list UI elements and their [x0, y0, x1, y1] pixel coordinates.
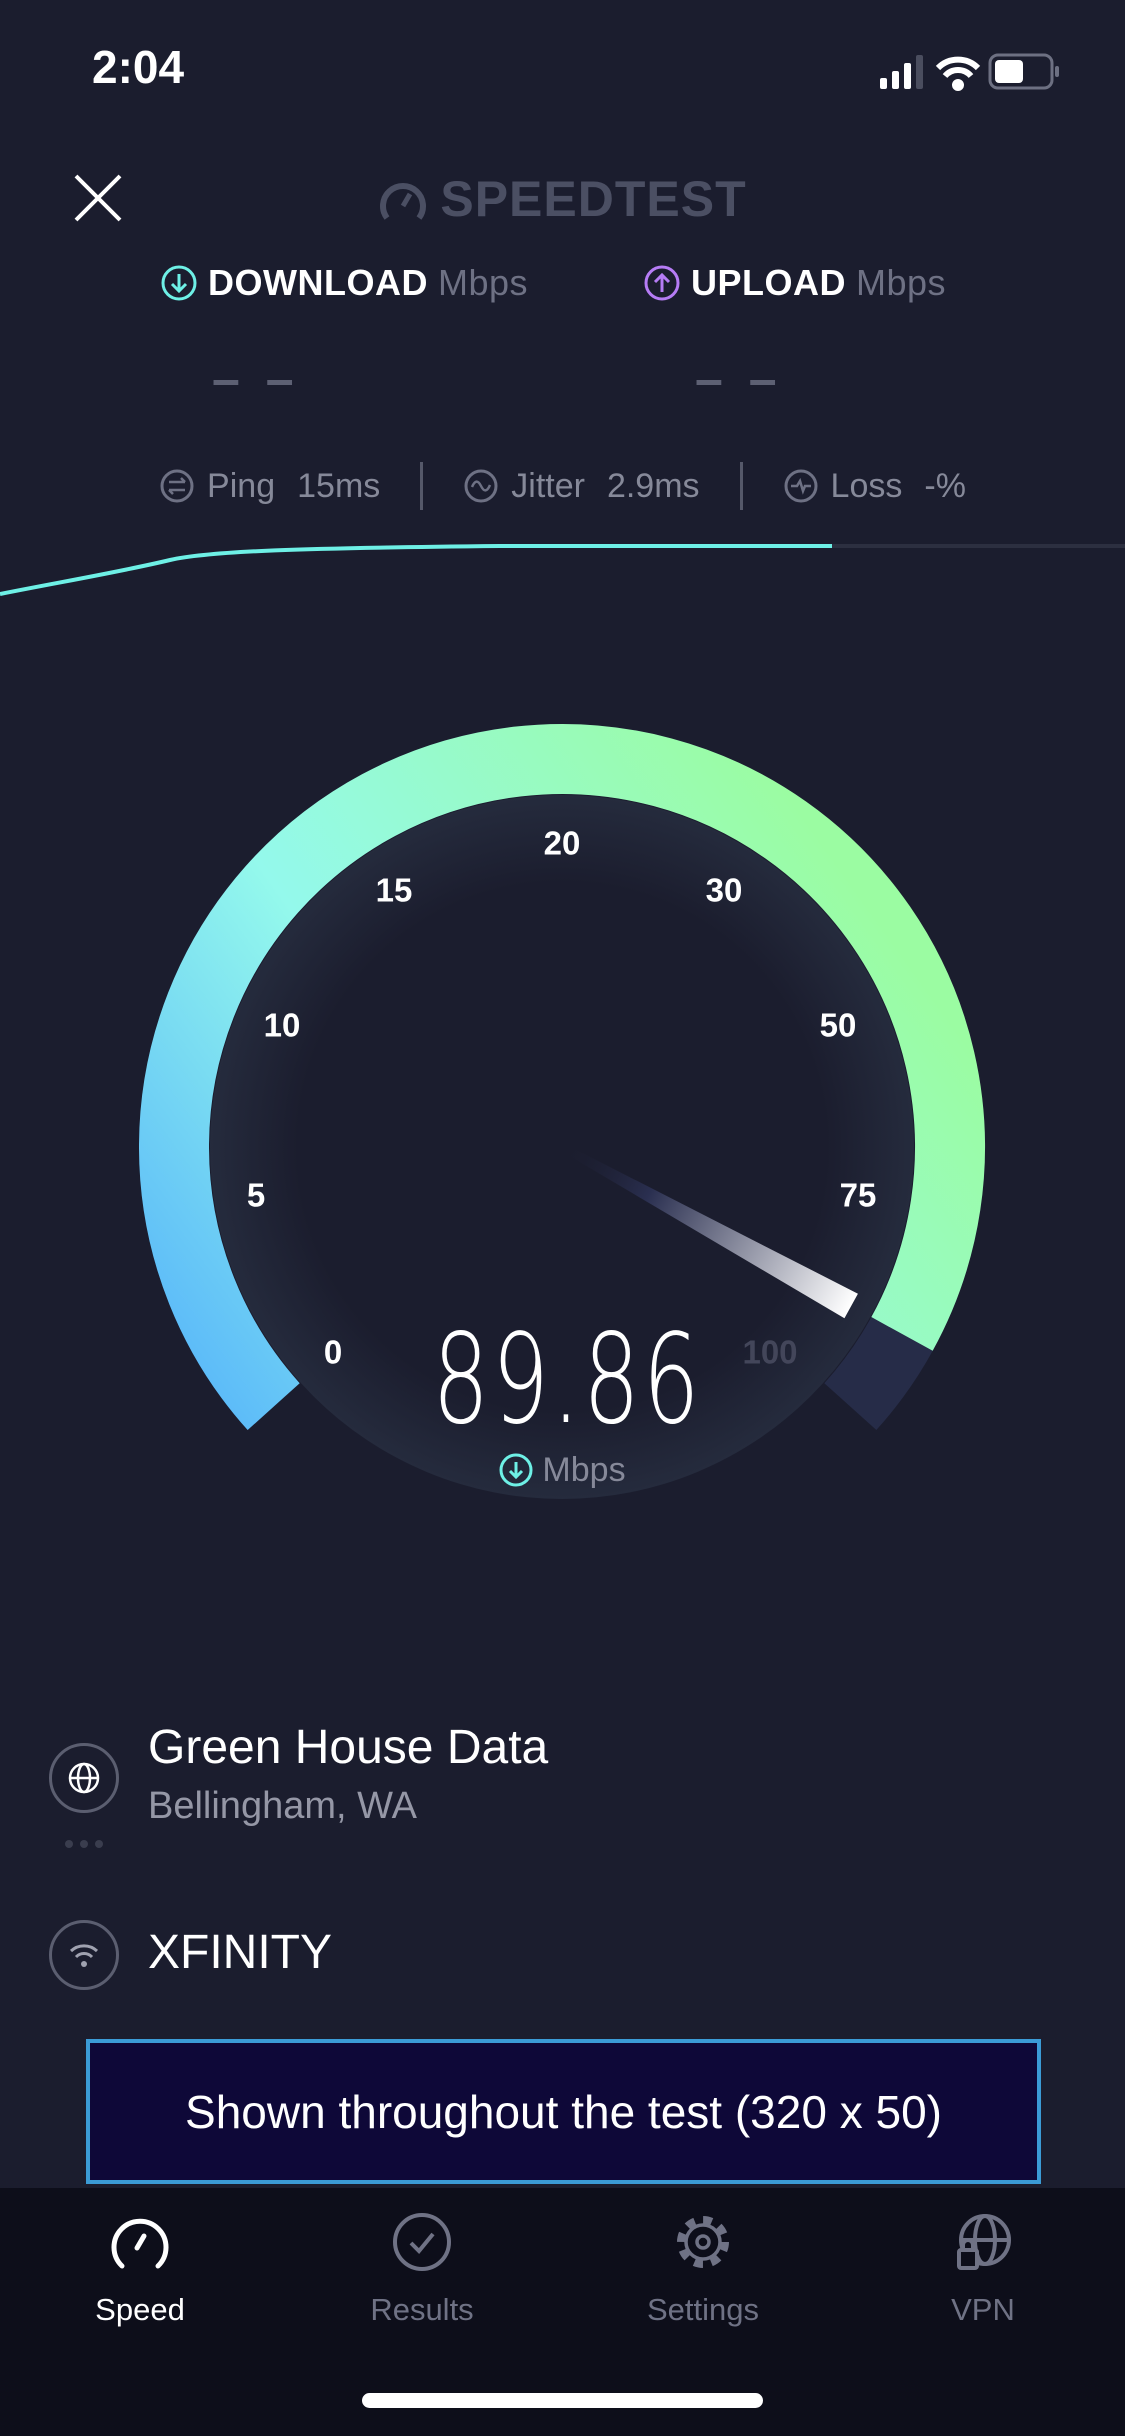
gauge-tick: 50 — [819, 1006, 857, 1044]
gear-icon — [677, 2216, 729, 2268]
speedometer-icon — [111, 2218, 169, 2269]
divider — [739, 462, 743, 510]
gauge-tick: 20 — [543, 824, 581, 862]
gauge-tick: 0 — [323, 1333, 343, 1371]
tab-results[interactable]: Results — [312, 2210, 532, 2328]
gauge-tick: 5 — [246, 1176, 266, 1214]
ad-text: Shown throughout the test (320 x 50) — [185, 2085, 942, 2138]
home-indicator[interactable] — [362, 2393, 763, 2408]
gauge-tick: 10 — [263, 1006, 301, 1044]
gauge-tick: 100 — [742, 1333, 798, 1371]
close-icon[interactable] — [72, 172, 124, 224]
globe-icon — [68, 1762, 100, 1794]
battery-icon — [988, 53, 1059, 90]
tab-speed[interactable]: Speed — [30, 2210, 250, 2328]
ping-metric: Ping 15ms — [119, 467, 420, 506]
metrics-row: Ping 15ms Jitter 2.9ms Loss -% — [0, 462, 1125, 510]
more-dots-icon — [65, 1840, 103, 1848]
loss-icon — [784, 469, 818, 503]
wifi-icon — [935, 56, 981, 91]
download-value: – – — [212, 351, 300, 407]
download-graph-line — [0, 544, 832, 596]
jitter-metric: Jitter 2.9ms — [423, 467, 739, 506]
globe-lock-icon — [957, 2214, 1011, 2270]
gauge-tick: 15 — [375, 871, 413, 909]
isp-icon — [49, 1920, 119, 1990]
current-speed: 89.86 — [432, 1308, 703, 1452]
checkmark-circle-icon — [393, 2213, 451, 2271]
server-location: Bellingham, WA — [148, 1785, 417, 1827]
wifi-icon — [69, 1944, 99, 1967]
speed-graph — [0, 544, 1125, 596]
gauge-tick: 30 — [705, 871, 743, 909]
download-icon — [161, 265, 197, 301]
server-icon-button[interactable] — [49, 1743, 119, 1813]
upload-value: – – — [695, 351, 783, 407]
server-name[interactable]: Green House Data — [148, 1721, 549, 1774]
status-time: 2:04 — [92, 41, 185, 93]
upload-icon — [644, 265, 680, 301]
divider — [420, 462, 424, 510]
loss-metric: Loss -% — [743, 467, 1006, 506]
gauge-needle — [560, 1143, 858, 1319]
gauge-fill — [139, 724, 985, 1430]
ad-banner[interactable]: Shown throughout the test (320 x 50) — [86, 2039, 1041, 2184]
isp-name: XFINITY — [148, 1926, 333, 1979]
ping-icon — [160, 469, 194, 503]
jitter-icon — [464, 469, 498, 503]
speed-gauge — [139, 724, 985, 1499]
speedometer-logo-icon — [380, 183, 427, 220]
tab-settings[interactable]: Settings — [593, 2210, 813, 2328]
upload-header: UPLOAD Mbps — [643, 262, 946, 304]
download-icon — [499, 1453, 533, 1487]
tab-vpn[interactable]: VPN — [873, 2210, 1093, 2328]
gauge-tick: 75 — [839, 1176, 877, 1214]
download-header: DOWNLOAD Mbps — [160, 262, 528, 304]
cellular-signal-icon — [880, 55, 923, 89]
status-icons — [880, 53, 1059, 91]
speedtest-logo: SPEEDTEST — [0, 170, 1125, 228]
speed-unit: Mbps — [452, 1450, 672, 1490]
